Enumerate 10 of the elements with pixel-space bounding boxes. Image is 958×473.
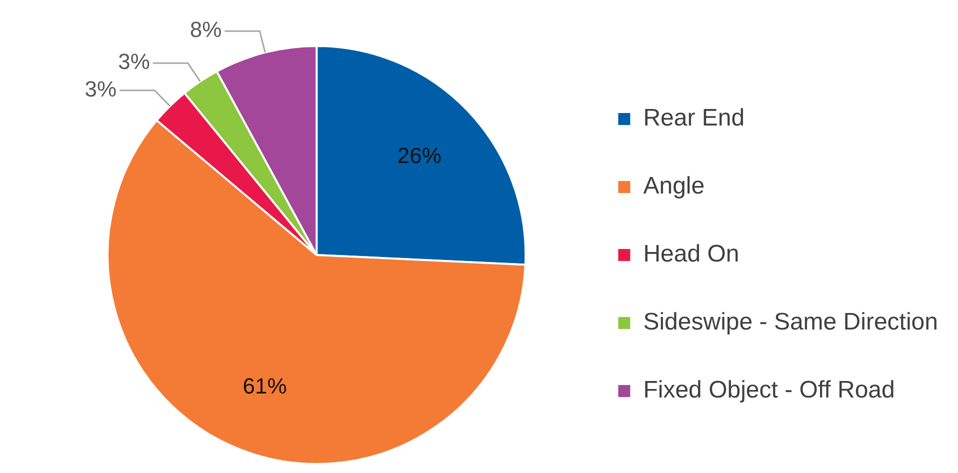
legend-label: Fixed Object - Off Road xyxy=(643,376,895,404)
data-label: 3% xyxy=(84,76,117,102)
data-label: 61% xyxy=(242,373,287,398)
data-label: 3% xyxy=(118,49,150,74)
legend-label: Rear End xyxy=(643,104,745,132)
data-label: 8% xyxy=(190,17,222,42)
legend-label: Head On xyxy=(643,240,740,268)
data-label: 26% xyxy=(397,142,442,168)
legend-label: Sideswipe - Same Direction xyxy=(643,308,938,336)
legend-label: Angle xyxy=(643,172,705,200)
